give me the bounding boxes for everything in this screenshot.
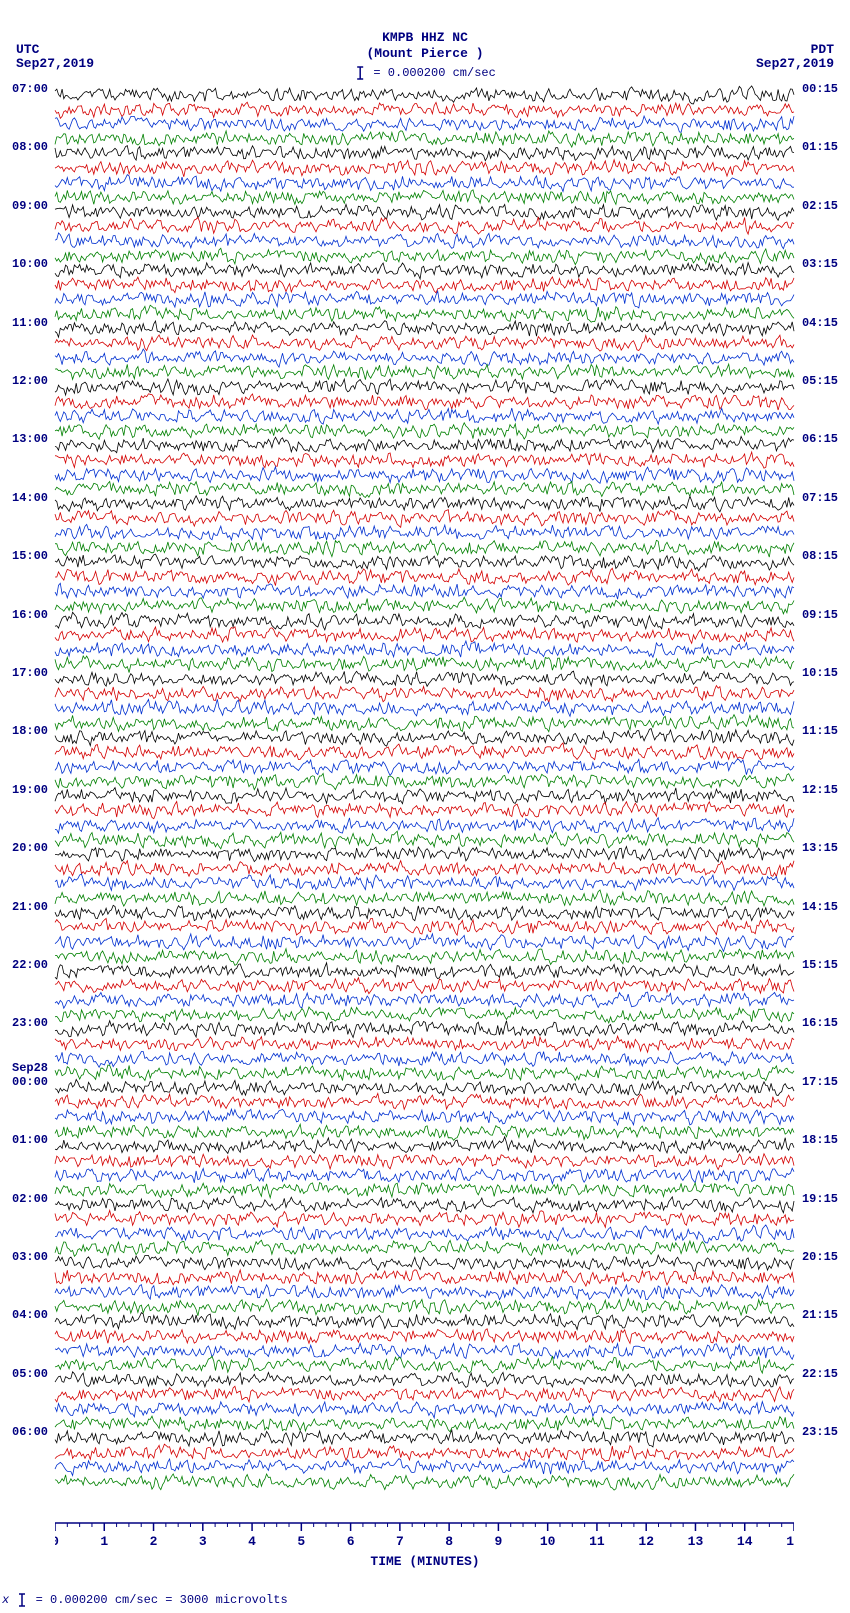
right-time-label: 00:15 bbox=[802, 82, 838, 96]
right-time-label: 13:15 bbox=[802, 841, 838, 855]
svg-text:14: 14 bbox=[737, 1534, 753, 1549]
right-time-label: 20:15 bbox=[802, 1250, 838, 1264]
tz-right-label: PDT bbox=[811, 42, 834, 57]
left-time-label: 05:00 bbox=[12, 1367, 48, 1381]
scale-indicator: = 0.000200 cm/sec bbox=[354, 66, 496, 80]
left-time-label: 08:00 bbox=[12, 140, 48, 154]
right-time-label: 18:15 bbox=[802, 1133, 838, 1147]
right-time-label: 11:15 bbox=[802, 724, 838, 738]
left-time-label: 15:00 bbox=[12, 549, 48, 563]
svg-text:5: 5 bbox=[297, 1534, 305, 1549]
svg-text:2: 2 bbox=[150, 1534, 158, 1549]
left-time-label: 01:00 bbox=[12, 1133, 48, 1147]
left-date-label: Sep28 bbox=[12, 1061, 48, 1075]
footer: x = 0.000200 cm/sec = 3000 microvolts bbox=[2, 1593, 288, 1607]
left-time-label: 22:00 bbox=[12, 958, 48, 972]
right-time-label: 03:15 bbox=[802, 257, 838, 271]
svg-text:1: 1 bbox=[100, 1534, 108, 1549]
tz-left-label: UTC bbox=[16, 42, 39, 57]
right-time-label: 02:15 bbox=[802, 199, 838, 213]
plot-area bbox=[55, 88, 794, 1521]
right-time-label: 10:15 bbox=[802, 666, 838, 680]
right-time-label: 23:15 bbox=[802, 1425, 838, 1439]
scale-text: = 0.000200 cm/sec bbox=[373, 66, 495, 80]
left-time-label: 17:00 bbox=[12, 666, 48, 680]
station-location: (Mount Pierce ) bbox=[366, 46, 483, 61]
right-time-label: 05:15 bbox=[802, 374, 838, 388]
tz-right-date: Sep27,2019 bbox=[756, 56, 834, 71]
left-time-label: 11:00 bbox=[12, 316, 48, 330]
right-time-label: 06:15 bbox=[802, 432, 838, 446]
svg-text:0: 0 bbox=[55, 1534, 59, 1549]
left-time-label: 12:00 bbox=[12, 374, 48, 388]
left-time-label: 18:00 bbox=[12, 724, 48, 738]
tz-left-date: Sep27,2019 bbox=[16, 56, 94, 71]
right-time-label: 17:15 bbox=[802, 1075, 838, 1089]
left-time-label: 09:00 bbox=[12, 199, 48, 213]
x-axis: 0123456789101112131415 bbox=[55, 1521, 794, 1557]
svg-text:3: 3 bbox=[199, 1534, 207, 1549]
right-time-label: 01:15 bbox=[802, 140, 838, 154]
left-time-label: 10:00 bbox=[12, 257, 48, 271]
header: KMPB HHZ NC (Mount Pierce ) = 0.000200 c… bbox=[0, 0, 850, 82]
left-time-label: 00:00 bbox=[12, 1075, 48, 1089]
right-time-label: 15:15 bbox=[802, 958, 838, 972]
right-time-label: 08:15 bbox=[802, 549, 838, 563]
right-time-label: 16:15 bbox=[802, 1016, 838, 1030]
svg-text:15: 15 bbox=[786, 1534, 794, 1549]
left-time-label: 04:00 bbox=[12, 1308, 48, 1322]
svg-text:8: 8 bbox=[445, 1534, 453, 1549]
trace-row bbox=[55, 1475, 794, 1489]
svg-text:10: 10 bbox=[540, 1534, 556, 1549]
svg-text:9: 9 bbox=[494, 1534, 502, 1549]
left-time-label: 03:00 bbox=[12, 1250, 48, 1264]
right-time-label: 22:15 bbox=[802, 1367, 838, 1381]
right-time-label: 14:15 bbox=[802, 900, 838, 914]
x-axis-label: TIME (MINUTES) bbox=[370, 1554, 479, 1569]
left-time-label: 16:00 bbox=[12, 608, 48, 622]
left-time-label: 19:00 bbox=[12, 783, 48, 797]
right-time-label: 12:15 bbox=[802, 783, 838, 797]
right-time-label: 19:15 bbox=[802, 1192, 838, 1206]
left-time-label: 13:00 bbox=[12, 432, 48, 446]
footer-text: = 0.000200 cm/sec = 3000 microvolts bbox=[36, 1593, 288, 1607]
seismogram-container: KMPB HHZ NC (Mount Pierce ) = 0.000200 c… bbox=[0, 0, 850, 1613]
svg-text:13: 13 bbox=[688, 1534, 704, 1549]
station-code: KMPB HHZ NC bbox=[382, 30, 468, 45]
left-time-label: 23:00 bbox=[12, 1016, 48, 1030]
svg-text:12: 12 bbox=[638, 1534, 654, 1549]
left-time-label: 02:00 bbox=[12, 1192, 48, 1206]
left-time-label: 07:00 bbox=[12, 82, 48, 96]
left-time-label: 20:00 bbox=[12, 841, 48, 855]
right-time-label: 09:15 bbox=[802, 608, 838, 622]
svg-text:4: 4 bbox=[248, 1534, 256, 1549]
svg-text:7: 7 bbox=[396, 1534, 404, 1549]
right-time-label: 07:15 bbox=[802, 491, 838, 505]
svg-text:11: 11 bbox=[589, 1534, 605, 1549]
right-time-label: 21:15 bbox=[802, 1308, 838, 1322]
svg-text:6: 6 bbox=[347, 1534, 355, 1549]
left-time-label: 06:00 bbox=[12, 1425, 48, 1439]
left-time-label: 14:00 bbox=[12, 491, 48, 505]
right-time-label: 04:15 bbox=[802, 316, 838, 330]
left-time-label: 21:00 bbox=[12, 900, 48, 914]
